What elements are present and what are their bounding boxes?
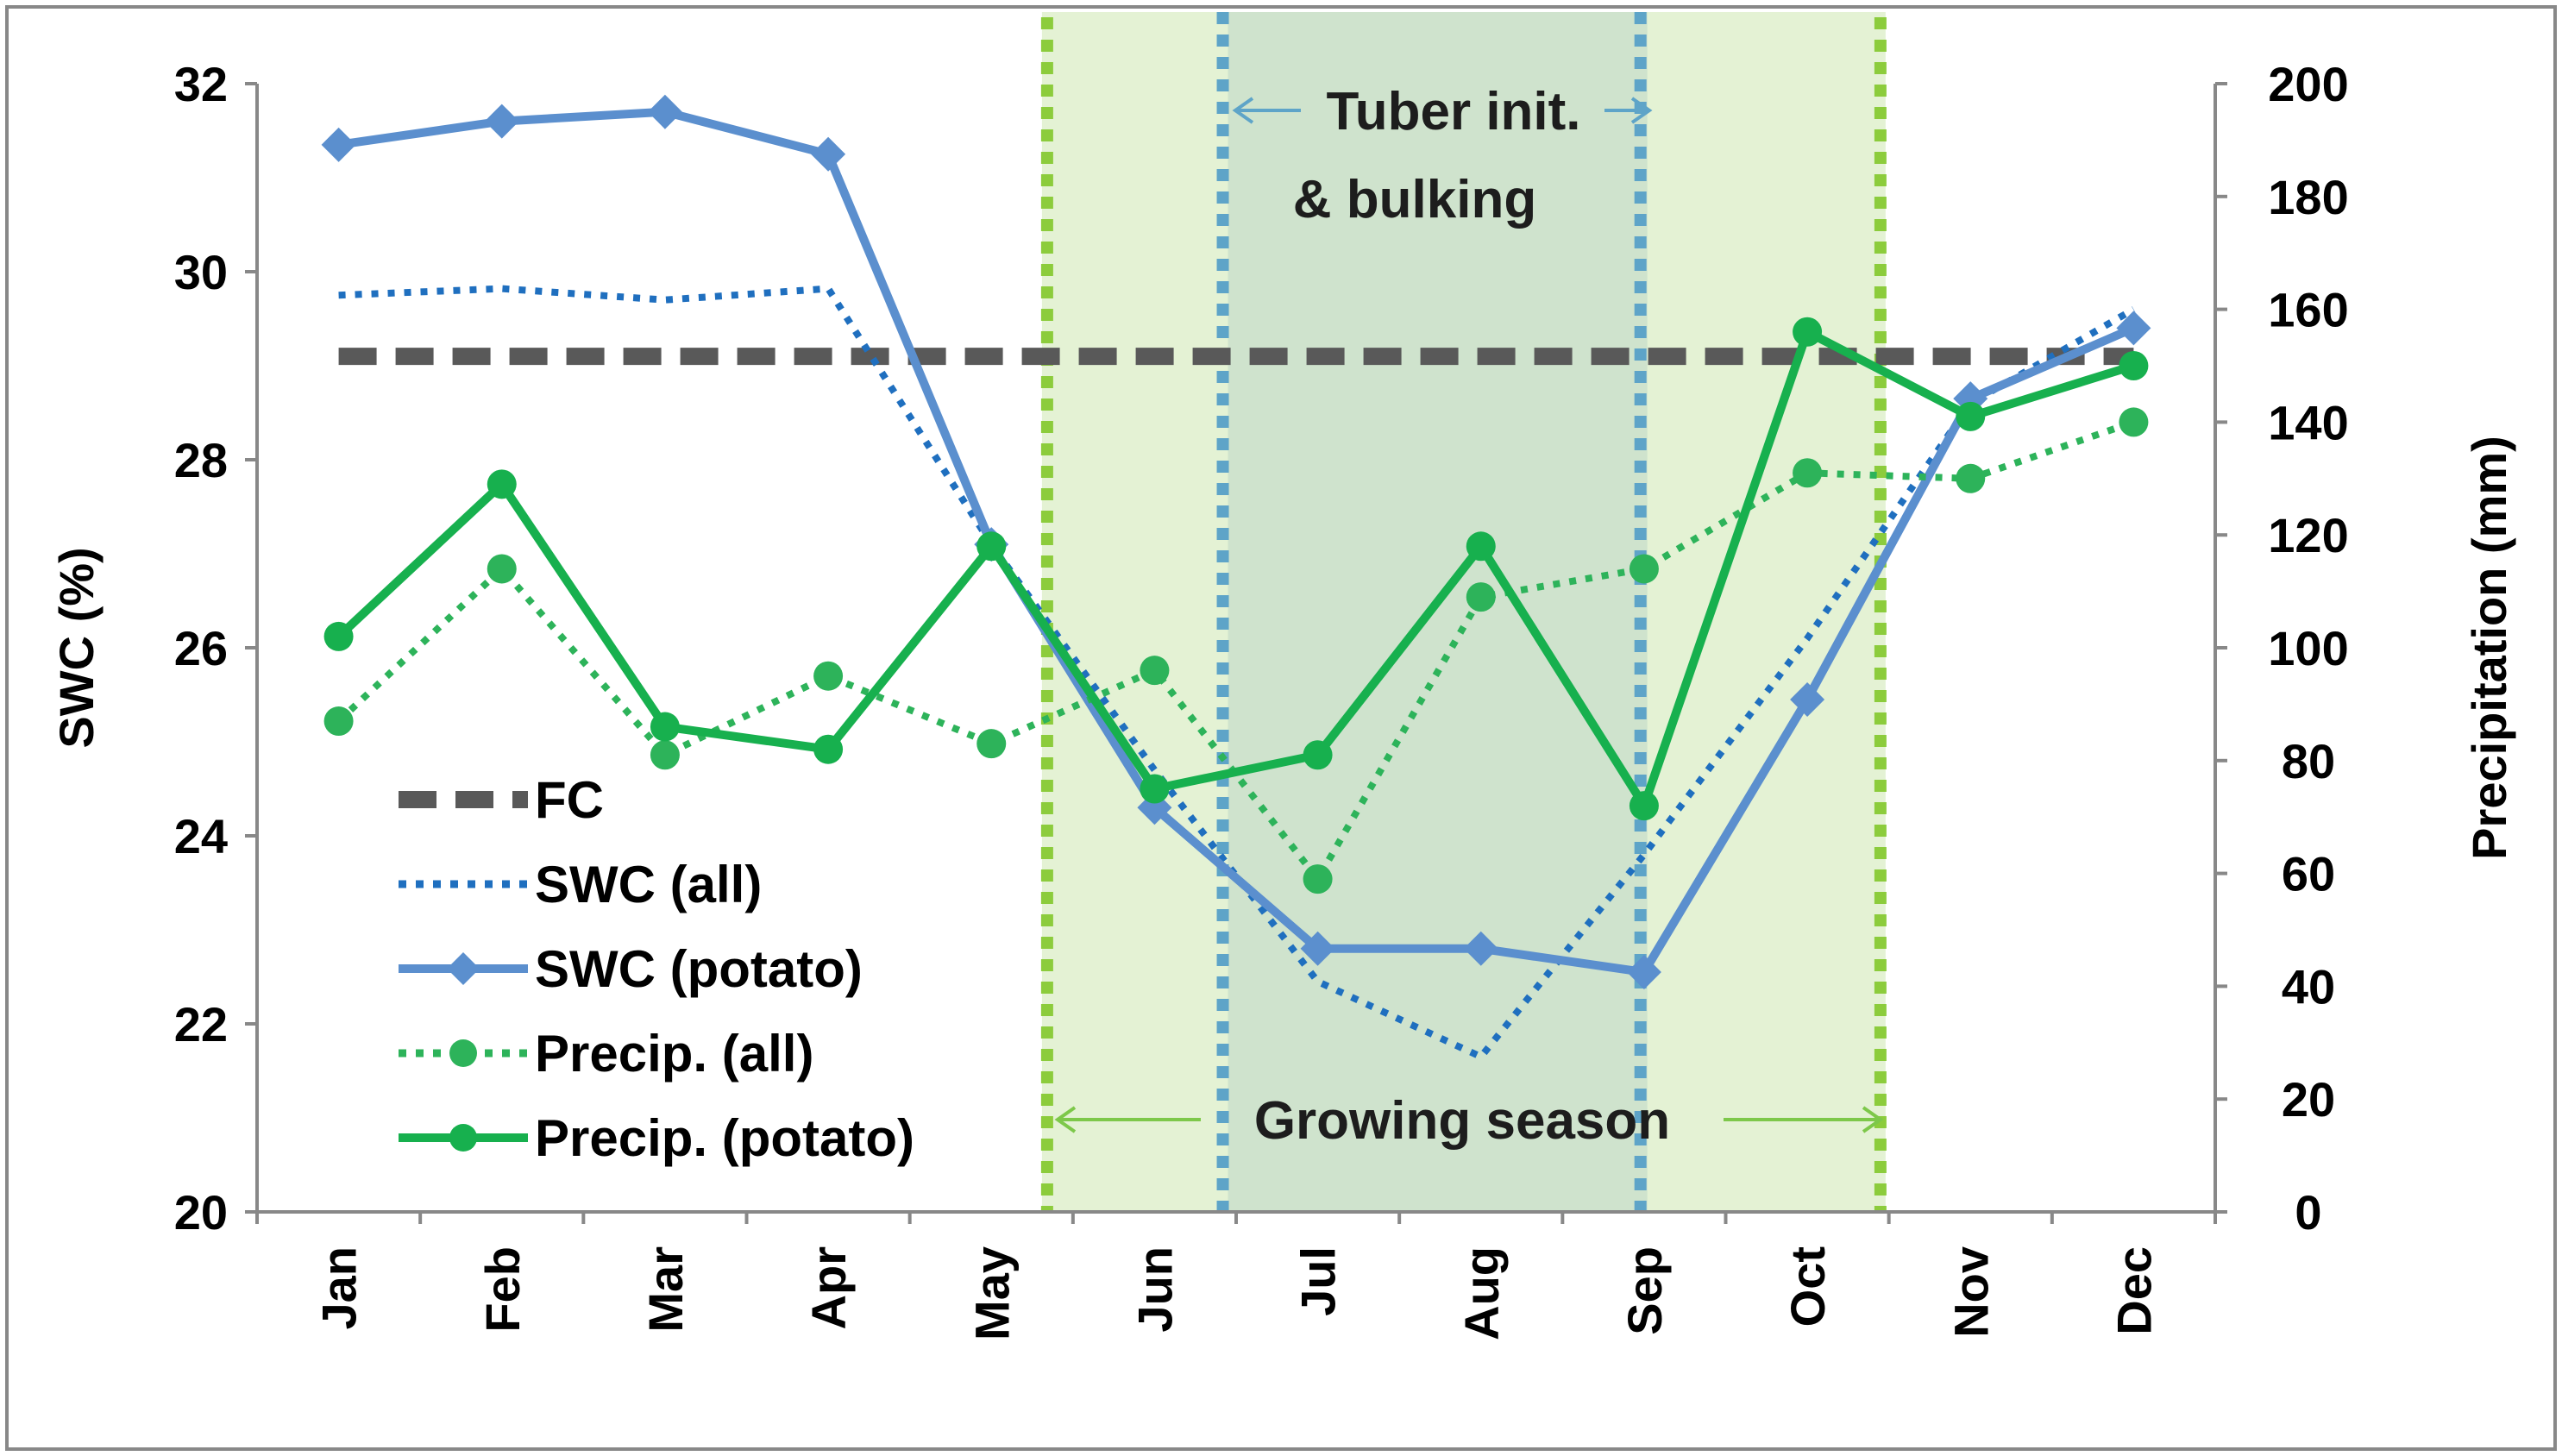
growing-arrow-left-head bbox=[1054, 1106, 1077, 1133]
series-precip-potato-point bbox=[323, 621, 354, 651]
legend-label-fc: FC bbox=[535, 771, 604, 829]
x-tick-label: Aug bbox=[1454, 1246, 1509, 1340]
x-tick-label: Mar bbox=[638, 1246, 693, 1333]
series-swc-potato-point bbox=[1300, 931, 1335, 966]
series-precip-potato-point bbox=[1956, 401, 1986, 431]
series-precip-potato-line bbox=[336, 327, 2135, 811]
x-tick-label: Jan bbox=[312, 1246, 367, 1330]
legend-label-swc-all: SWC (all) bbox=[535, 856, 762, 913]
right-axis-ticks: 0 20 40 60 80 100 120 140 160 180 200 bbox=[2215, 57, 2349, 1239]
series-swc-potato-line bbox=[337, 107, 2136, 977]
y-right-tick-label: 20 bbox=[2282, 1072, 2335, 1127]
y-left-tick-label: 24 bbox=[174, 809, 228, 863]
legend: FC SWC (all) SWC (potato) Precip. (all) … bbox=[399, 771, 914, 1167]
series-group bbox=[321, 94, 2151, 1061]
series-swc-potato-point bbox=[1463, 931, 1498, 966]
series-precip-all-point bbox=[1956, 463, 1986, 493]
y-right-tick-label: 180 bbox=[2268, 170, 2348, 224]
series-swc-potato-point bbox=[484, 104, 519, 139]
legend-label-precip-potato: Precip. (potato) bbox=[535, 1109, 914, 1167]
series-precip-potato-point bbox=[487, 469, 517, 499]
series-precip-all-point bbox=[976, 729, 1007, 759]
x-axis-ticks: Jan Feb Mar Apr May Jun Jul Aug Sep Oct Nov Dec bbox=[255, 1212, 2217, 1340]
y-right-axis-title: Precipitation (mm) bbox=[2462, 436, 2516, 860]
series-precip-all-line bbox=[336, 418, 2135, 883]
y-left-axis-title: SWC (%) bbox=[49, 547, 104, 748]
legend-swatch-precip-potato-marker bbox=[449, 1124, 477, 1152]
series-precip-all-point bbox=[1793, 458, 1823, 488]
series-swc-potato-point bbox=[811, 136, 846, 172]
period-shading bbox=[1040, 12, 1887, 1212]
series-precip-potato-point bbox=[1140, 774, 1170, 804]
series-precip-all-point bbox=[487, 554, 517, 584]
y-left-tick-label: 22 bbox=[174, 997, 228, 1051]
series-precip-all-point bbox=[1140, 656, 1170, 686]
tuber-label-line2: & bulking bbox=[1293, 170, 1536, 229]
series-precip-all-point bbox=[813, 661, 844, 691]
y-right-tick-label: 80 bbox=[2282, 734, 2335, 788]
series-swc-potato-point bbox=[1626, 955, 1661, 990]
legend-label-precip-all: Precip. (all) bbox=[535, 1025, 813, 1083]
series-swc-all-line bbox=[338, 285, 2136, 1061]
series-swc-potato-point bbox=[321, 127, 356, 162]
legend-swatch-precip-all-marker bbox=[449, 1039, 477, 1067]
y-right-tick-label: 140 bbox=[2268, 395, 2348, 449]
series-precip-potato-point bbox=[650, 712, 680, 742]
legend-swatch-swc-potato-marker bbox=[447, 952, 480, 985]
y-left-tick-label: 20 bbox=[174, 1185, 228, 1239]
series-precip-potato-point bbox=[813, 734, 844, 764]
x-tick-label: Feb bbox=[475, 1246, 530, 1333]
y-right-tick-label: 160 bbox=[2268, 283, 2348, 337]
series-precip-potato-point bbox=[976, 531, 1007, 562]
series-precip-potato-point bbox=[1466, 531, 1496, 562]
growing-season-label: Growing season bbox=[1254, 1091, 1670, 1151]
x-tick-label: Nov bbox=[1943, 1246, 1998, 1338]
x-tick-label: Apr bbox=[801, 1246, 856, 1329]
y-left-tick-label: 32 bbox=[174, 57, 228, 111]
x-tick-label: Jul bbox=[1291, 1246, 1346, 1316]
series-precip-all-point bbox=[323, 706, 354, 737]
y-right-tick-label: 60 bbox=[2282, 847, 2335, 901]
y-right-tick-label: 0 bbox=[2295, 1185, 2321, 1239]
series-precip-all-point bbox=[650, 740, 680, 770]
series-swc-potato-point bbox=[2116, 311, 2151, 346]
series-precip-all-point bbox=[1303, 864, 1333, 894]
x-tick-label: Dec bbox=[2107, 1246, 2161, 1335]
y-left-tick-label: 26 bbox=[174, 621, 228, 675]
tuber-arrow-right-head bbox=[1630, 97, 1653, 124]
left-axis-ticks: 20 22 24 26 28 30 32 bbox=[174, 57, 257, 1239]
y-left-tick-label: 28 bbox=[174, 433, 228, 487]
series-swc-potato-point bbox=[647, 94, 682, 129]
y-right-tick-label: 100 bbox=[2268, 621, 2348, 675]
series-precip-potato-point bbox=[1629, 791, 1659, 821]
series-precip-potato-point bbox=[2119, 351, 2149, 380]
x-tick-label: May bbox=[964, 1246, 1019, 1340]
series-precip-all-point bbox=[1466, 582, 1496, 612]
tuber-band bbox=[1228, 12, 1648, 1212]
y-right-tick-label: 200 bbox=[2268, 57, 2348, 111]
x-tick-label: Sep bbox=[1617, 1246, 1672, 1335]
x-tick-label: Oct bbox=[1780, 1246, 1835, 1327]
series-precip-all-point bbox=[2119, 407, 2149, 437]
tuber-label-line1: Tuber init. bbox=[1326, 82, 1580, 141]
y-right-tick-label: 120 bbox=[2268, 508, 2348, 562]
series-swc-potato-point bbox=[1790, 681, 1825, 717]
y-left-tick-label: 30 bbox=[174, 245, 228, 299]
series-precip-potato-point bbox=[1303, 740, 1333, 770]
series-precip-all-point bbox=[1629, 554, 1659, 584]
tuber-arrow-left-head bbox=[1232, 97, 1254, 124]
y-right-tick-label: 40 bbox=[2282, 959, 2335, 1014]
x-tick-label: Jun bbox=[1127, 1246, 1182, 1333]
growing-arrow-right-head bbox=[1862, 1106, 1884, 1133]
period-annotations: Tuber init. & bulking Growing season bbox=[1054, 82, 1884, 1151]
legend-label-swc-potato: SWC (potato) bbox=[535, 940, 863, 998]
series-precip-potato-point bbox=[1793, 317, 1823, 347]
